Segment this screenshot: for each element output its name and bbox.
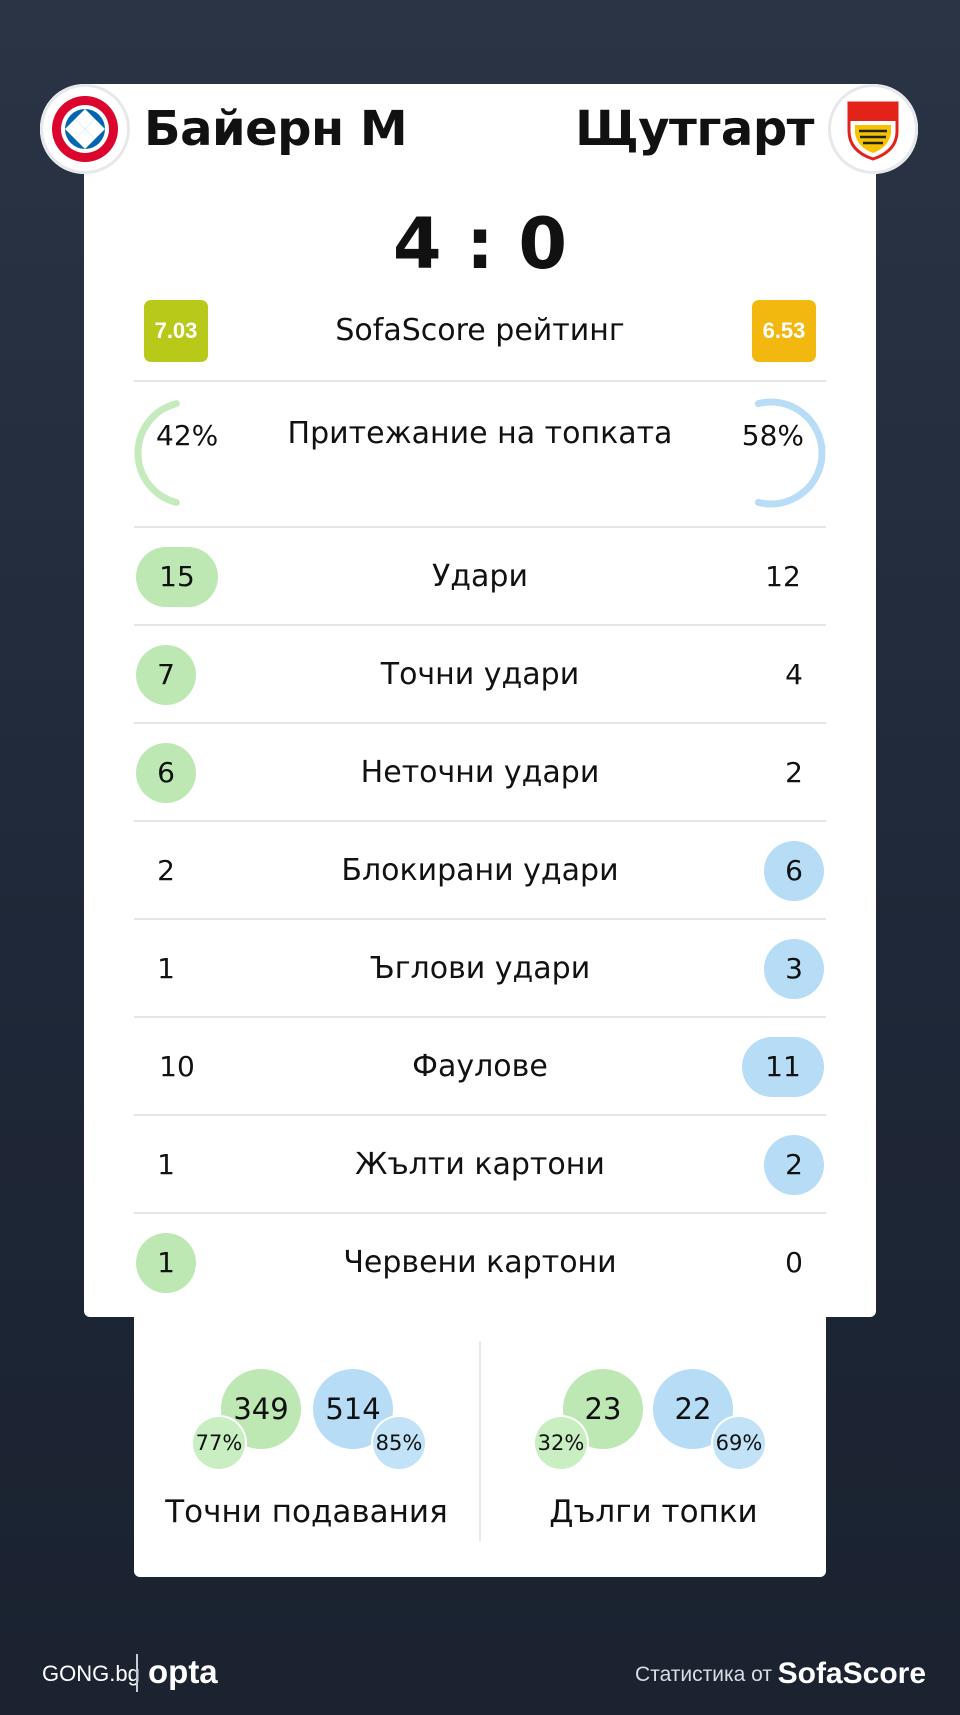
stat-row: 2 Блокирани удари 6: [134, 822, 826, 920]
away-team-name: Щутгарт: [575, 101, 814, 157]
stats-card: 4 : 0 7.03 SofaScore рейтинг 6.53 42% Пр…: [84, 174, 876, 1317]
divider: [134, 380, 826, 382]
home-stat-value: 6: [136, 743, 196, 803]
footer-separator: [136, 1654, 138, 1692]
divider: [134, 526, 826, 528]
away-stat-value: 2: [764, 1135, 824, 1195]
away-stat-value: 12: [765, 560, 801, 593]
stat-label: Неточни удари: [360, 755, 600, 790]
home-stat-value: 15: [136, 547, 218, 607]
home-accurate-passes-pct: 77%: [193, 1417, 245, 1469]
home-stat-value: 1: [136, 1233, 196, 1293]
stat-row: 1 Червени картони 0: [134, 1214, 826, 1312]
stat-label: Ъглови удари: [369, 951, 591, 986]
home-accurate-passes: 349: [221, 1369, 301, 1449]
stat-label: Точни удари: [380, 657, 580, 692]
divider: [134, 722, 826, 724]
away-stat-value: 11: [742, 1037, 824, 1097]
passes-divider: [479, 1341, 481, 1541]
stat-row: 10 Фаулове 11: [134, 1018, 826, 1116]
home-stat-value: 1: [157, 1148, 175, 1181]
divider: [134, 820, 826, 822]
footer: GONG.bg opta Статистика от SofaScore: [0, 1632, 960, 1715]
stat-label: Жълти картони: [355, 1147, 605, 1182]
stat-label: Фаулове: [412, 1049, 548, 1084]
away-stat-value: 4: [785, 658, 803, 691]
away-possession-arc: [754, 398, 826, 508]
divider: [134, 1114, 826, 1116]
home-rating-badge: 7.03: [144, 300, 208, 362]
stat-label: Удари: [432, 559, 528, 594]
home-long-balls-pct: 32%: [535, 1417, 587, 1469]
home-stat-value: 10: [159, 1050, 195, 1083]
away-stat-value: 2: [785, 756, 803, 789]
away-rating-badge: 6.53: [752, 300, 816, 362]
final-score: 4 : 0: [392, 203, 568, 285]
sofascore-logo: SofaScore: [777, 1657, 926, 1690]
stat-row: 7 Точни удари 4: [134, 626, 826, 724]
gong-logo: GONG.bg: [42, 1661, 140, 1686]
divider: [134, 918, 826, 920]
away-accurate-passes-pct: 85%: [373, 1417, 425, 1469]
home-stat-value: 2: [157, 854, 175, 887]
long-balls-label: Дълги топки: [549, 1494, 758, 1530]
rating-label: SofaScore рейтинг: [335, 313, 625, 348]
away-possession-value: 58%: [741, 419, 804, 452]
possession-label: Притежание на топката: [287, 416, 673, 451]
stat-row: 1 Жълти картони 2: [134, 1116, 826, 1214]
home-team-name: Байерн М: [144, 101, 408, 157]
fc-bayern-crest-icon: [40, 84, 130, 174]
home-stat-value: 1: [157, 952, 175, 985]
long-balls-block: 23 32% 22 69% Дълги топки: [481, 1317, 826, 1577]
opta-logo: opta: [148, 1653, 218, 1690]
away-long-balls-pct: 69%: [713, 1417, 765, 1469]
stat-row: 1 Ъглови удари 3: [134, 920, 826, 1018]
vfb-stuttgart-crest-icon: [828, 84, 918, 174]
stats-by-label: Статистика от: [635, 1663, 772, 1686]
passes-panel: 349 77% 514 85% Точни подавания 23 32% 2…: [134, 1317, 826, 1577]
accurate-passes-block: 349 77% 514 85% Точни подавания: [134, 1317, 479, 1577]
divider: [134, 1212, 826, 1214]
home-stat-value: 7: [136, 645, 196, 705]
away-stat-value: 0: [785, 1246, 803, 1279]
accurate-passes-label: Точни подавания: [165, 1494, 448, 1530]
home-possession-value: 42%: [156, 419, 219, 452]
home-possession-arc: [134, 400, 180, 506]
stat-row: 6 Неточни удари 2: [134, 724, 826, 822]
away-stat-value: 6: [764, 841, 824, 901]
stat-row: 15 Удари 12: [134, 528, 826, 626]
away-stat-value: 3: [764, 939, 824, 999]
stat-label: Червени картони: [343, 1245, 617, 1280]
divider: [134, 624, 826, 626]
possession-row: 42% Притежание на топката 58%: [134, 380, 826, 526]
rating-row: 7.03 SofaScore рейтинг 6.53: [134, 300, 826, 362]
divider: [134, 1016, 826, 1018]
match-header: Байерн М Щутгарт: [40, 84, 918, 174]
stat-label: Блокирани удари: [341, 853, 619, 888]
